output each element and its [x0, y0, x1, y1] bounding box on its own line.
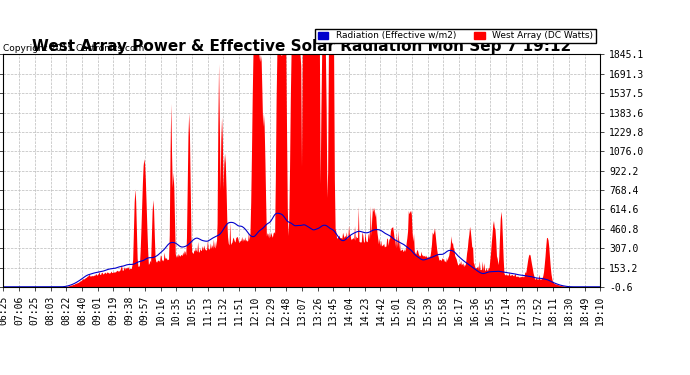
- Title: West Array Power & Effective Solar Radiation Mon Sep 7 19:12: West Array Power & Effective Solar Radia…: [32, 39, 571, 54]
- Legend: Radiation (Effective w/m2), West Array (DC Watts): Radiation (Effective w/m2), West Array (…: [315, 28, 595, 43]
- Text: Copyright 2015 Cartronics.com: Copyright 2015 Cartronics.com: [3, 44, 145, 53]
